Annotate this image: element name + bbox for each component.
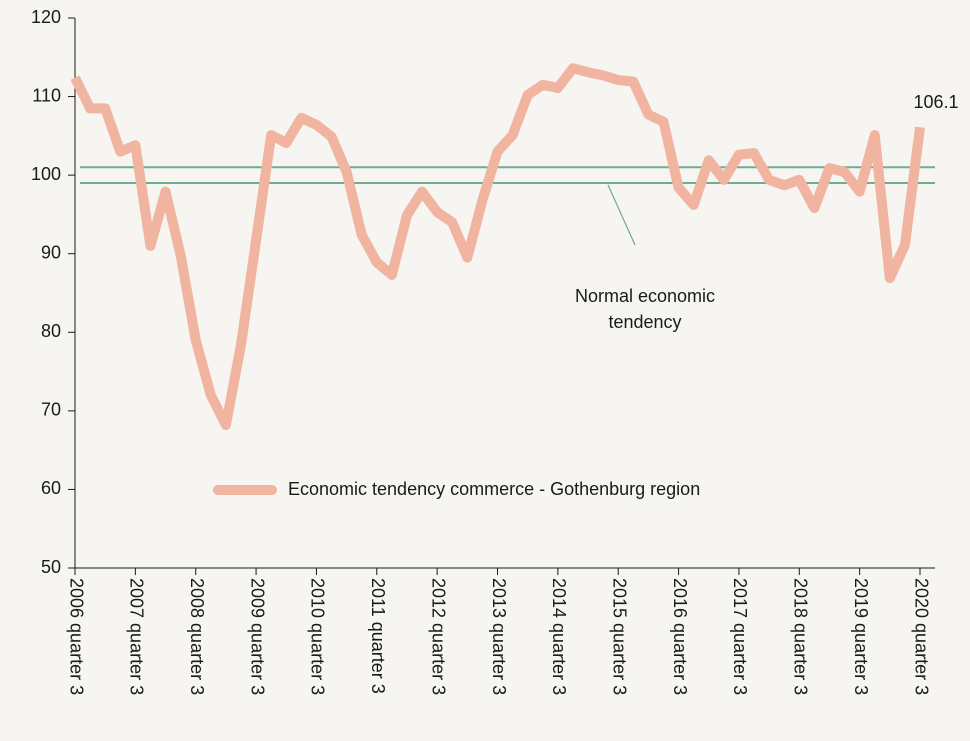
x-tick-label: 2012 quarter 3 [428, 578, 448, 695]
annotation: tendency [608, 312, 681, 332]
x-tick-label: 2013 quarter 3 [489, 578, 509, 695]
annotation: Normal economic [575, 286, 715, 306]
x-tick-label: 2007 quarter 3 [127, 578, 147, 695]
annotation-leader [607, 184, 636, 246]
x-tick-label: 2014 quarter 3 [549, 578, 569, 695]
x-tick-label: 2009 quarter 3 [247, 578, 267, 695]
y-tick-label: 100 [31, 164, 61, 184]
x-tick-label: 2010 quarter 3 [308, 578, 328, 695]
y-tick-label: 120 [31, 7, 61, 27]
data-line [70, 63, 925, 430]
y-tick-label: 50 [41, 557, 61, 577]
y-tick-label: 60 [41, 478, 61, 498]
x-tick-label: 2017 quarter 3 [730, 578, 750, 695]
legend-label: Economic tendency commerce - Gothenburg … [288, 479, 700, 499]
y-tick-label: 90 [41, 242, 61, 262]
y-tick-label: 110 [32, 85, 61, 105]
x-tick-label: 2011 quarter 3 [368, 578, 388, 694]
y-tick-label: 80 [41, 321, 61, 341]
x-tick-label: 2016 quarter 3 [670, 578, 690, 695]
x-tick-label: 2020 quarter 3 [911, 578, 931, 695]
x-tick-label: 2015 quarter 3 [609, 578, 629, 695]
data-label: 106.1 [913, 92, 958, 112]
x-tick-label: 2018 quarter 3 [791, 578, 811, 695]
x-tick-label: 2019 quarter 3 [851, 578, 871, 695]
y-tick-label: 70 [41, 400, 61, 420]
x-tick-label: 2006 quarter 3 [66, 578, 86, 695]
x-tick-label: 2008 quarter 3 [187, 578, 207, 695]
